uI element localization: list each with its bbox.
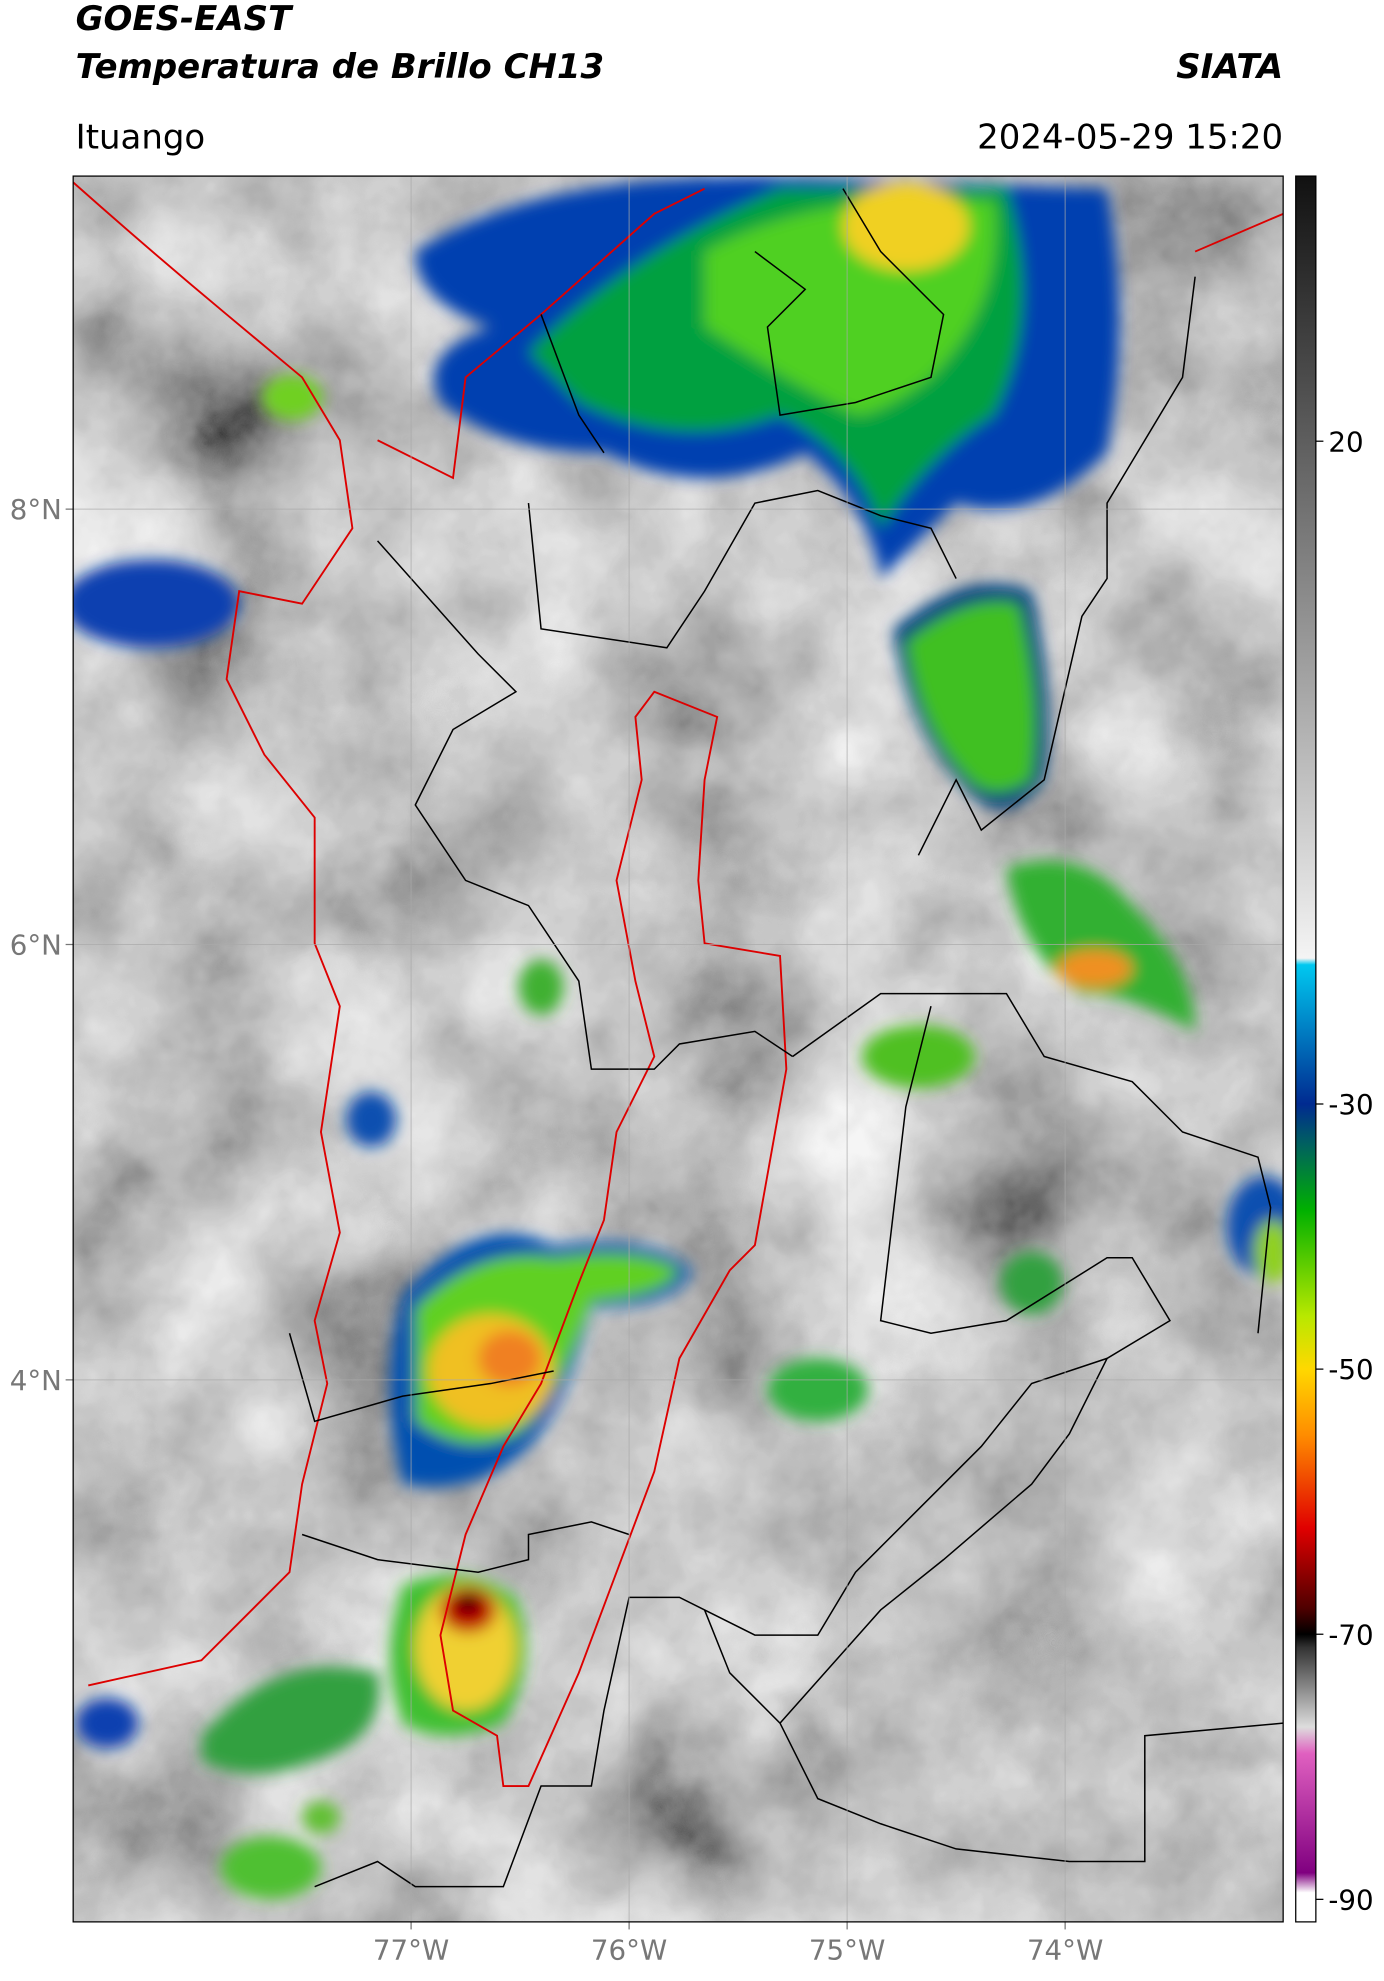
x-tick-label: 74°W xyxy=(1027,1934,1103,1967)
map-image xyxy=(73,176,1284,1922)
x-tick-label: 77°W xyxy=(373,1934,449,1967)
x-tick-label: 76°W xyxy=(591,1934,667,1967)
colorbar-tick-label: -50 xyxy=(1328,1353,1373,1386)
y-tick-label: 6°N xyxy=(10,929,62,962)
brand: SIATA xyxy=(1176,47,1283,87)
datetime: 2024-05-29 15:20 xyxy=(977,117,1283,157)
grid: 77°W 76°W 75°W 74°W 8°N 6°N 4°N xyxy=(10,176,1284,1967)
colorbar-tick-label: 20 xyxy=(1328,425,1363,458)
y-tick-label: 4°N xyxy=(10,1364,62,1397)
colorbar-tick-label: -30 xyxy=(1328,1088,1373,1121)
y-tick-label: 8°N xyxy=(10,493,62,526)
place: Ituango xyxy=(76,117,206,157)
title: GOES-EAST xyxy=(76,0,294,39)
subtitle: Temperatura de Brillo CH13 xyxy=(76,47,604,87)
colorbar-fill xyxy=(1295,175,1317,1923)
map-frame xyxy=(72,175,1284,1923)
colorbar-tick-label: -90 xyxy=(1328,1883,1373,1916)
colorbar-tick-label: -70 xyxy=(1328,1618,1373,1651)
x-tick-label: 75°W xyxy=(809,1934,885,1967)
colorbar: 20 -30 -50 -70 -90 xyxy=(1295,175,1374,1923)
